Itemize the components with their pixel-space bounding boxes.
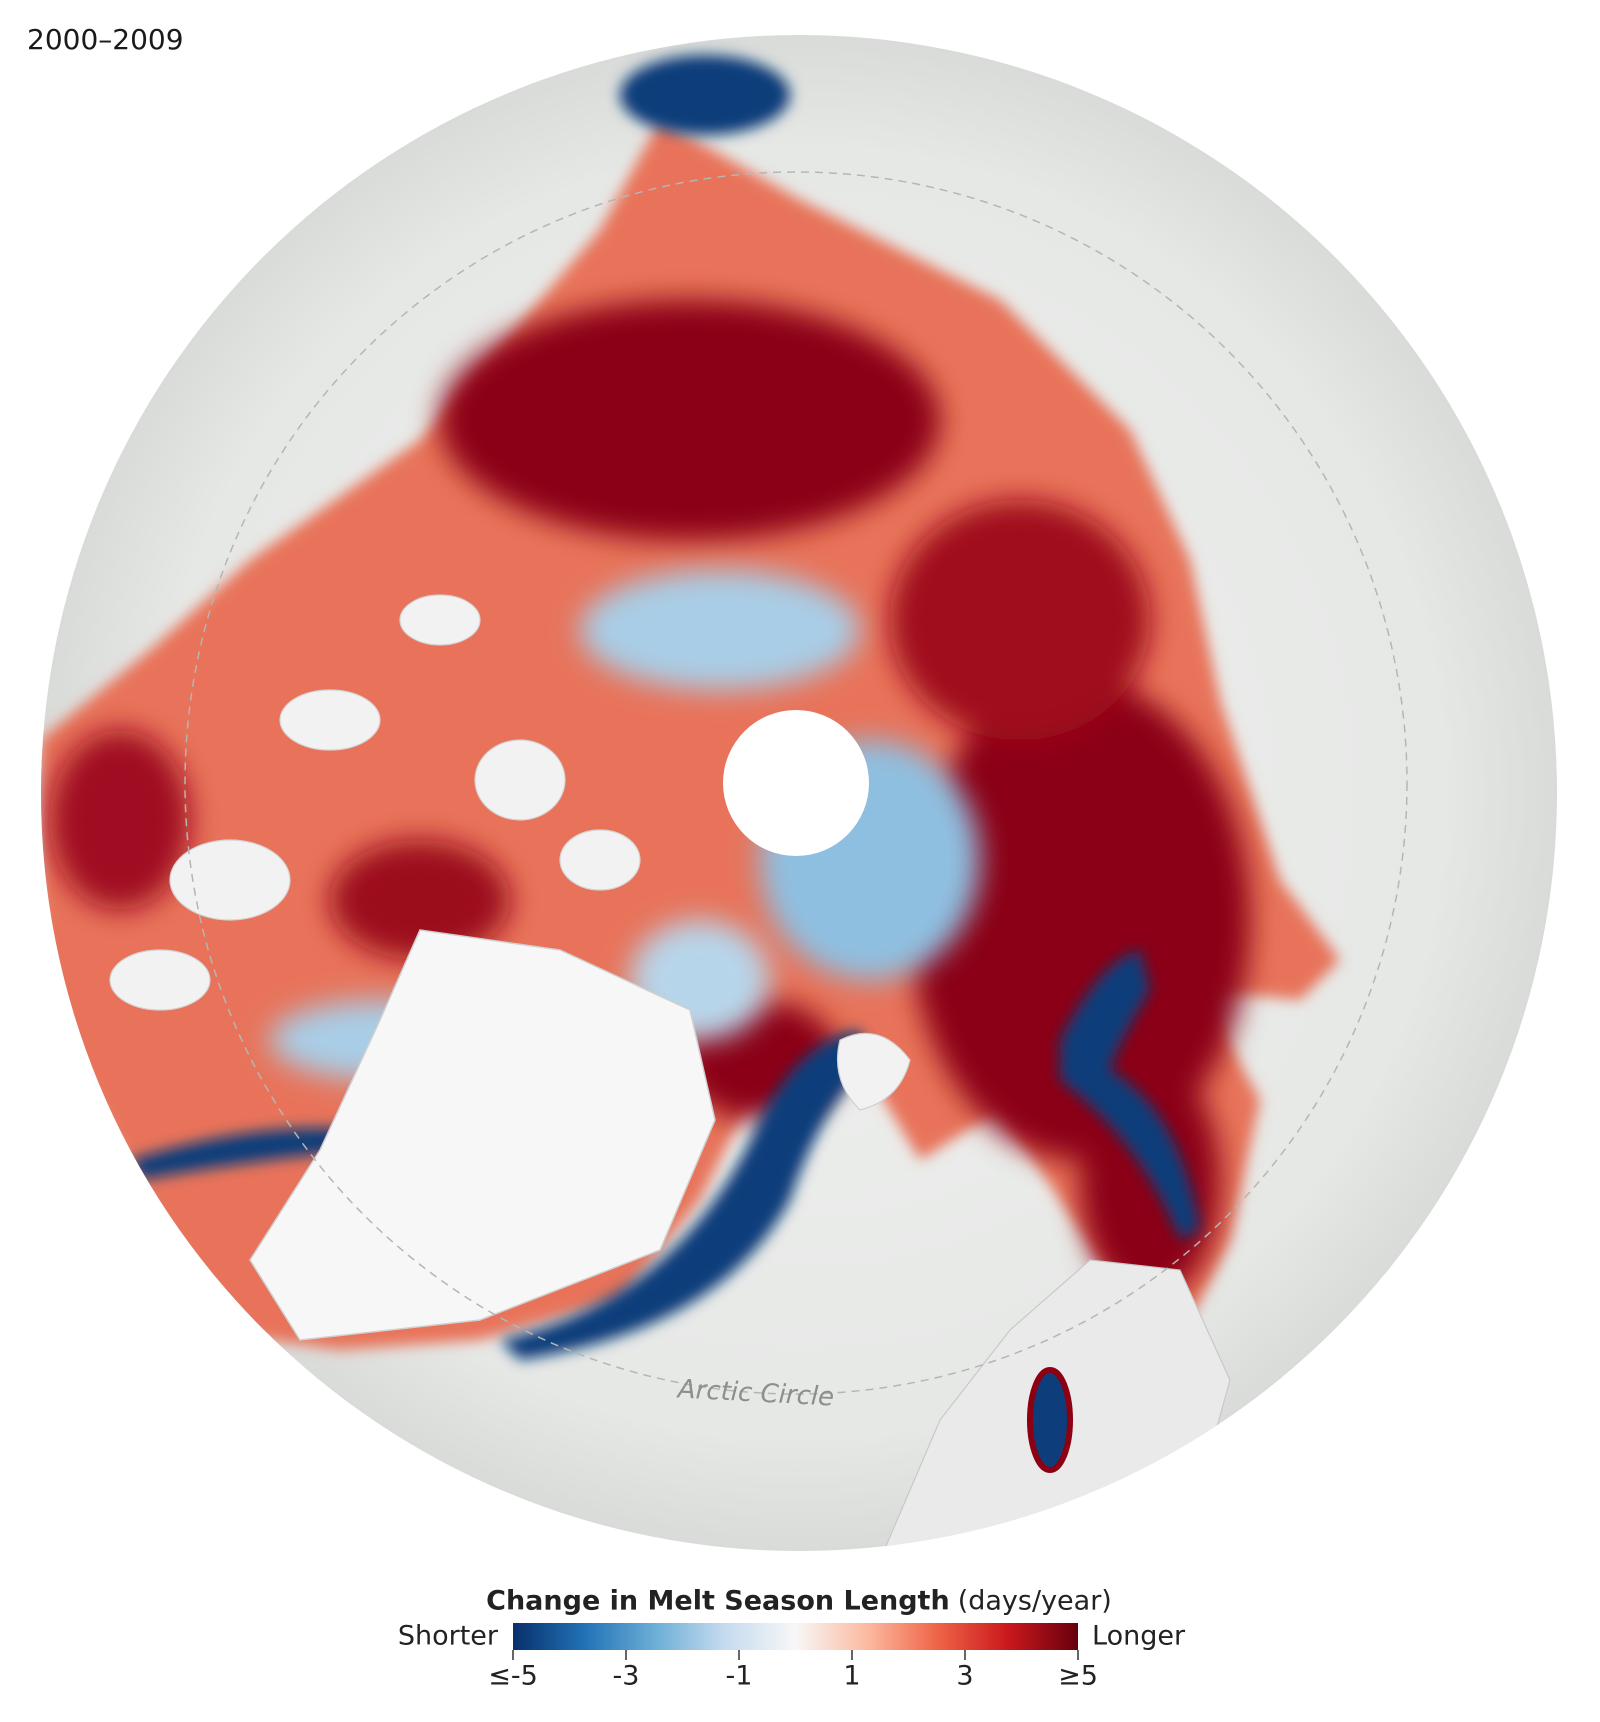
region-dark-red [890, 500, 1150, 740]
legend-tick-label: -1 [726, 1661, 753, 1692]
region-dark-blue [500, 1030, 870, 1360]
region-dark-blue [130, 1128, 360, 1180]
region-dark-red [910, 680, 1250, 1160]
greenland [249, 929, 716, 1341]
gulf-of-bothnia [1027, 1367, 1073, 1473]
legend-tick-label: 3 [956, 1661, 973, 1692]
legend-title: Change in Melt Season Length [486, 1586, 950, 1617]
region-dark-red [50, 730, 190, 910]
island [279, 689, 381, 751]
legend-tick-label: 1 [843, 1661, 860, 1692]
region-light-blue [580, 570, 860, 690]
island [474, 739, 566, 821]
legend-high-label: Longer [1092, 1621, 1186, 1652]
legend-tick-label: ≥5 [1058, 1661, 1098, 1692]
region-dark-red [330, 840, 510, 960]
svalbard [836, 1032, 911, 1111]
pole-hole [723, 710, 869, 856]
island [399, 594, 481, 646]
legend-low-label: Shorter [398, 1621, 499, 1652]
island [169, 839, 291, 921]
legend-tick-label: -3 [613, 1661, 640, 1692]
canadian-archipelago [109, 594, 641, 1011]
legend-title-line: Change in Melt Season Length (days/year) [486, 1586, 1112, 1617]
region-dark-blue [620, 55, 790, 135]
region-dark-blue [1060, 950, 1200, 1240]
period-title: 2000–2009 [27, 23, 184, 56]
island [559, 829, 641, 891]
strong-shortening [130, 55, 1200, 1360]
region-dark-red [440, 300, 940, 540]
legend-tick-label: ≤-5 [488, 1661, 538, 1692]
legend: Change in Melt Season Length (days/year) … [398, 1586, 1186, 1692]
arctic-circle [184, 171, 1408, 1395]
island [109, 949, 211, 1011]
color-bar [513, 1623, 1078, 1650]
legend-unit: (days/year) [958, 1586, 1112, 1617]
